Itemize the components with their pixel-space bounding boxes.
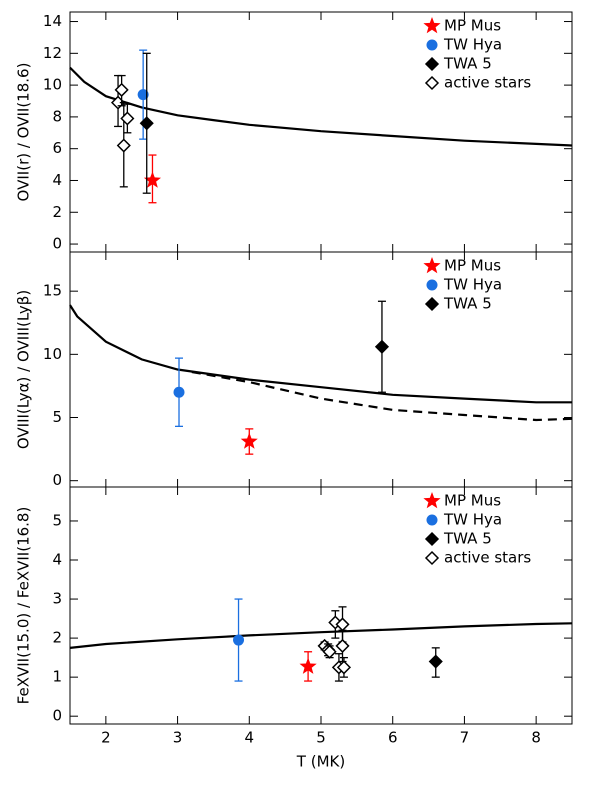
x-tick-label: 4 (245, 729, 255, 747)
star-marker (143, 171, 161, 188)
x-tick-label: 6 (388, 729, 398, 747)
open-diamond-marker (335, 638, 350, 653)
diamond-marker (139, 116, 154, 131)
star-marker (240, 432, 258, 449)
model-curve (69, 304, 572, 404)
y-tick-label: 2 (52, 629, 62, 647)
diamond-marker (424, 296, 440, 312)
open-diamond-marker (424, 75, 440, 91)
circle-marker (173, 386, 185, 398)
star-marker (423, 257, 441, 274)
x-tick-label: 3 (173, 729, 183, 747)
legend-label: TWA 5 (443, 295, 492, 313)
open-diamond-marker (116, 138, 131, 153)
circle-marker (233, 634, 245, 646)
y-tick-label: 0 (52, 235, 62, 253)
diamond-marker (424, 56, 440, 72)
x-axis-label: T (MK) (296, 753, 345, 771)
legend-label: TW Hya (443, 276, 502, 294)
legend-label: TWA 5 (443, 55, 492, 73)
star-marker (299, 657, 317, 674)
open-diamond-marker (114, 82, 129, 97)
legend-label: TW Hya (443, 36, 502, 54)
model-curve (69, 622, 573, 649)
legend-label: TWA 5 (443, 530, 492, 548)
curves (69, 66, 573, 147)
x-tick-label: 8 (531, 729, 541, 747)
y-tick-label: 0 (52, 707, 62, 725)
y-tick-label: 5 (52, 511, 62, 529)
legend-label: MP Mus (444, 17, 501, 35)
y-tick-label: 6 (52, 139, 62, 157)
model-curve (191, 370, 573, 422)
x-tick-label: 7 (460, 729, 470, 747)
y-axis-label: OVII(r) / OVII(18.6) (15, 63, 33, 202)
legend-label: MP Mus (444, 257, 501, 275)
y-tick-label: 14 (43, 12, 62, 30)
y-tick-label: 0 (52, 471, 62, 489)
circle-marker (426, 279, 438, 291)
legend-label: active stars (444, 74, 531, 92)
star-marker (423, 492, 441, 509)
legend-label: TW Hya (443, 511, 502, 529)
star-marker (423, 17, 441, 34)
diamond-marker (374, 339, 390, 354)
y-tick-label: 4 (52, 171, 62, 189)
y-tick-label: 3 (52, 590, 62, 608)
y-tick-label: 10 (43, 345, 62, 363)
circle-marker (137, 89, 149, 101)
y-tick-label: 12 (43, 44, 62, 62)
y-axis-label: FeXVII(15.0) / FeXVII(16.8) (15, 507, 33, 705)
diamond-marker (424, 531, 440, 547)
y-tick-label: 1 (52, 668, 62, 686)
y-tick-label: 5 (52, 408, 62, 426)
curves (69, 304, 573, 422)
curves (69, 622, 573, 649)
circle-marker (426, 514, 438, 526)
y-tick-label: 8 (52, 107, 62, 125)
legend-label: MP Mus (444, 492, 501, 510)
x-tick-label: 5 (316, 729, 326, 747)
y-tick-label: 15 (43, 282, 62, 300)
diamond-marker (428, 654, 443, 669)
y-tick-label: 10 (43, 76, 62, 94)
x-tick-label: 2 (101, 729, 111, 747)
open-diamond-marker (336, 660, 352, 675)
legend-label: active stars (444, 549, 531, 567)
y-tick-label: 2 (52, 203, 62, 221)
open-diamond-marker (322, 644, 337, 659)
y-axis-label: OVIII(Lyα) / OVIII(Lyβ) (15, 290, 33, 449)
model-curve (69, 66, 573, 147)
open-diamond-marker (120, 111, 135, 126)
y-tick-label: 4 (52, 551, 62, 569)
open-diamond-marker (424, 550, 440, 566)
circle-marker (426, 39, 438, 51)
